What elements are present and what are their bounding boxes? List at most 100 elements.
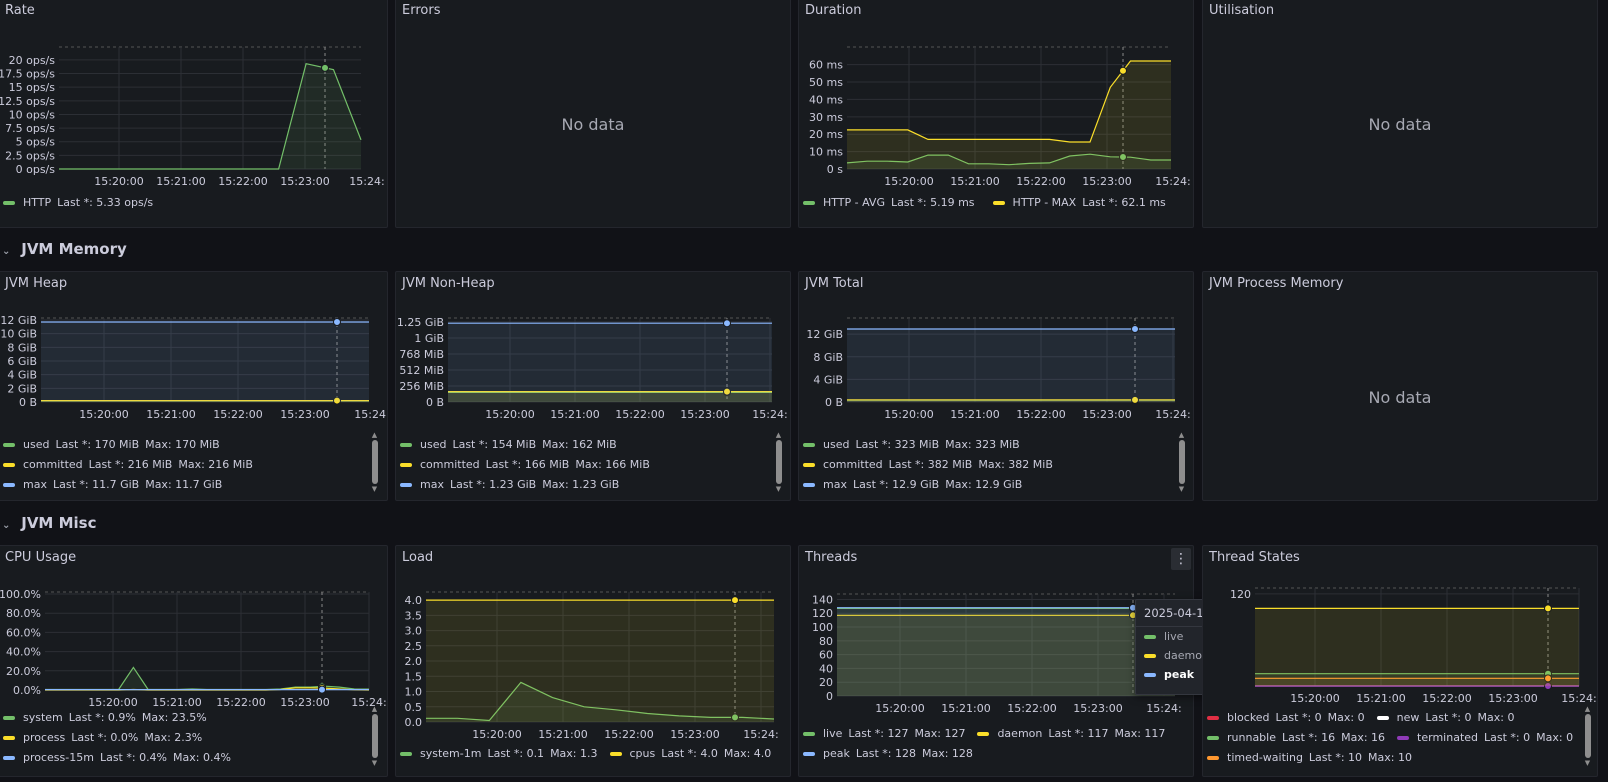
legend-scrollbar[interactable]: ▲ ▼	[1583, 704, 1592, 774]
y-tick-label: 120	[1230, 588, 1251, 601]
thread-states-legend: blocked Last *: 0 Max: 0 new Last *: 0 Max: 0…	[1207, 708, 1585, 768]
legend-item-used[interactable]: used Last *: 170 MiB Max: 170 MiB	[3, 435, 220, 455]
legend-item-system[interactable]: system Last *: 0.9% Max: 23.5%	[3, 708, 207, 728]
legend-max-value: Max: 10	[1368, 751, 1412, 764]
legend-series-name: HTTP - MAX	[1012, 196, 1077, 209]
row-header-jvm-misc[interactable]: ⌄ JVM Misc	[0, 514, 96, 536]
total-chart[interactable]: 12 GiB 8 GiB 4 GiB 0 B 15:20:00 15:21:00 15:22…	[799, 310, 1193, 450]
legend-item-timed-waiting[interactable]: timed-waiting Last *: 10 Max: 10	[1207, 748, 1412, 768]
scroll-thumb[interactable]	[1584, 714, 1591, 758]
panel-jvm-process-memory[interactable]: JVM Process Memory No data	[1202, 271, 1598, 501]
scroll-down-icon[interactable]: ▼	[371, 759, 378, 767]
x-tick-label: 15:22:00	[213, 408, 262, 421]
legend-item-committed[interactable]: committed Last *: 382 MiB Max: 382 MiB	[803, 455, 1053, 475]
duration-chart[interactable]: 60 ms 50 ms 40 ms 30 ms 20 ms 10 ms 0 s 15:20:0…	[799, 23, 1193, 203]
legend-scrollbar[interactable]: ▲ ▼	[774, 430, 783, 498]
legend-item-max[interactable]: max Last *: 1.23 GiB Max: 1.23 GiB	[400, 475, 619, 495]
scroll-thumb[interactable]	[1178, 440, 1185, 484]
kebab-menu-icon[interactable]: ⋮	[1171, 548, 1191, 570]
panel-threads[interactable]: Threads ⋮ 140 120 100 80 60 40 20 0 15:20:00 15:2…	[798, 545, 1281, 777]
y-tick-label: 0 ops/s	[16, 163, 56, 176]
panel-cpu-usage[interactable]: CPU Usage 100.0% 80.0% 60.0% 40.0% 20.0% 0.0%…	[0, 545, 388, 777]
y-tick-label: 3.5	[405, 609, 423, 622]
scroll-down-icon[interactable]: ▼	[1584, 759, 1591, 767]
legend-scrollbar[interactable]: ▲ ▼	[1177, 430, 1186, 498]
row-title: JVM Memory	[21, 240, 127, 258]
x-tick-label: 15:23:00	[1488, 692, 1537, 705]
legend-item-terminated[interactable]: terminated Last *: 0 Max: 0	[1397, 728, 1573, 748]
scroll-down-icon[interactable]: ▼	[775, 485, 782, 493]
x-tick-label: 15:20:00	[88, 696, 137, 709]
scroll-up-icon[interactable]: ▲	[371, 431, 378, 439]
legend-item-process-15m[interactable]: process-15m Last *: 0.4% Max: 0.4%	[3, 748, 231, 768]
row-header-jvm-memory[interactable]: ⌄ JVM Memory	[0, 240, 127, 262]
legend-item-process[interactable]: process Last *: 0.0% Max: 2.3%	[3, 728, 202, 748]
legend-item-runnable[interactable]: runnable Last *: 16 Max: 16	[1207, 728, 1385, 748]
legend-max-value: Max: 170 MiB	[145, 438, 220, 451]
legend-item-max[interactable]: max Last *: 11.7 GiB Max: 11.7 GiB	[3, 475, 222, 495]
panel-title: Thread States	[1209, 550, 1300, 565]
scroll-thumb[interactable]	[371, 714, 378, 758]
cpu-chart[interactable]: 100.0% 80.0% 60.0% 40.0% 20.0% 0.0% 15:20:00 15…	[0, 580, 387, 730]
panel-errors[interactable]: Errors No data	[395, 0, 791, 228]
y-tick-label: 256 MiB	[399, 380, 444, 393]
legend-item-system-1m[interactable]: system-1m Last *: 0.1 Max: 1.3	[400, 744, 598, 764]
legend-scrollbar[interactable]: ▲ ▼	[370, 430, 379, 498]
load-chart[interactable]: 4.0 3.5 3.0 2.5 2.0 1.5 1.0 0.5 0.0 15:20:00 15:21…	[396, 570, 790, 740]
legend-item-peak[interactable]: peak Last *: 128 Max: 128	[803, 744, 973, 764]
rate-chart[interactable]: 20 ops/s17.5 ops/s15 ops/s12.5 ops/s10 o…	[0, 23, 387, 203]
scroll-up-icon[interactable]: ▲	[371, 705, 378, 713]
legend-item-new[interactable]: new Last *: 0 Max: 0	[1376, 708, 1514, 728]
legend-last-value: Last *: 0	[1425, 711, 1472, 724]
legend-item-used[interactable]: used Last *: 323 MiB Max: 323 MiB	[803, 435, 1020, 455]
legend-item-max[interactable]: max Last *: 12.9 GiB Max: 12.9 GiB	[803, 475, 1022, 495]
legend-max-value: Max: 166 MiB	[575, 458, 650, 471]
legend-max-value: Max: 216 MiB	[178, 458, 253, 471]
legend-item-cpus[interactable]: cpus Last *: 4.0 Max: 4.0	[609, 744, 771, 764]
scroll-thumb[interactable]	[775, 440, 782, 484]
legend-item-daemon[interactable]: daemon Last *: 117 Max: 117	[977, 724, 1165, 744]
scroll-thumb[interactable]	[371, 440, 378, 484]
scroll-up-icon[interactable]: ▲	[1584, 705, 1591, 713]
x-tick-label: 15:22:00	[218, 175, 267, 188]
legend-max-value: Max: 382 MiB	[978, 458, 1053, 471]
legend-series-name: HTTP - AVG	[823, 196, 885, 209]
legend-item-blocked[interactable]: blocked Last *: 0 Max: 0	[1207, 708, 1365, 728]
panel-thread-states[interactable]: Thread States 120 15:20:00 15:21:00 15:22:0…	[1202, 545, 1598, 777]
legend-item-HTTP - AVG[interactable]: HTTP - AVG Last *: 5.19 ms	[803, 193, 981, 213]
scroll-up-icon[interactable]: ▲	[775, 431, 782, 439]
hover-point-max	[333, 318, 341, 327]
legend-item-committed[interactable]: committed Last *: 216 MiB Max: 216 MiB	[3, 455, 253, 475]
x-tick-label: 15:20:00	[875, 702, 924, 715]
legend-scrollbar[interactable]: ▲ ▼	[370, 704, 379, 774]
panel-jvm-heap[interactable]: JVM Heap 12 GiB 10 GiB 8 GiB 6 GiB 4 GiB 2 Gi…	[0, 271, 388, 501]
legend-item-live[interactable]: live Last *: 127 Max: 127	[803, 724, 965, 744]
hover-point-cpus	[731, 596, 739, 605]
legend-item-committed[interactable]: committed Last *: 166 MiB Max: 166 MiB	[400, 455, 650, 475]
panel-jvm-total[interactable]: JVM Total 12 GiB 8 GiB 4 GiB 0 B 15:20:00 15:…	[798, 271, 1194, 501]
chevron-down-icon[interactable]: ⌄	[2, 246, 11, 257]
legend-swatch	[977, 732, 990, 736]
legend-item-used[interactable]: used Last *: 154 MiB Max: 162 MiB	[400, 435, 617, 455]
legend-item-HTTP[interactable]: HTTP Last *: 5.33 ops/s	[3, 193, 159, 213]
panel-rate[interactable]: Rate 20 ops/s 17.5 ops/s 15 ops/s 12.5 ops/…	[0, 0, 388, 228]
rate-legend: HTTP Last *: 5.33 ops/s	[3, 193, 171, 213]
panel-title: JVM Process Memory	[1209, 276, 1344, 291]
legend-series-name: committed	[823, 458, 883, 471]
legend-item-HTTP - MAX[interactable]: HTTP - MAX Last *: 62.1 ms	[992, 193, 1172, 213]
scroll-down-icon[interactable]: ▼	[1178, 485, 1185, 493]
nonheap-chart[interactable]: 1.25 GiB 1 GiB 768 MiB 512 MiB 256 MiB 0 B 15:…	[396, 310, 790, 450]
panel-utilisation[interactable]: Utilisation No data	[1202, 0, 1598, 228]
scroll-down-icon[interactable]: ▼	[371, 485, 378, 493]
panel-load[interactable]: Load 4.0 3.5 3.0 2.5 2.0 1.5 1.0 0.5 0.0 15:20:00…	[395, 545, 791, 777]
thread-states-chart[interactable]: 120 15:20:00 15:21:00 15:22:00 15:23:00 15:24…	[1203, 580, 1597, 730]
x-tick-label: 15:23:00	[1082, 175, 1131, 188]
legend-max-value: Max: 127	[914, 727, 966, 740]
chevron-down-icon[interactable]: ⌄	[2, 520, 11, 531]
panel-duration[interactable]: Duration 60 ms 50 ms 40 ms 30 ms 20 ms 10 ms 0…	[798, 0, 1194, 228]
panel-jvm-non-heap[interactable]: JVM Non-Heap 1.25 GiB 1 GiB 768 MiB 512 MiB…	[395, 271, 791, 501]
legend-last-value: Last *: 127	[848, 727, 909, 740]
scroll-up-icon[interactable]: ▲	[1178, 431, 1185, 439]
